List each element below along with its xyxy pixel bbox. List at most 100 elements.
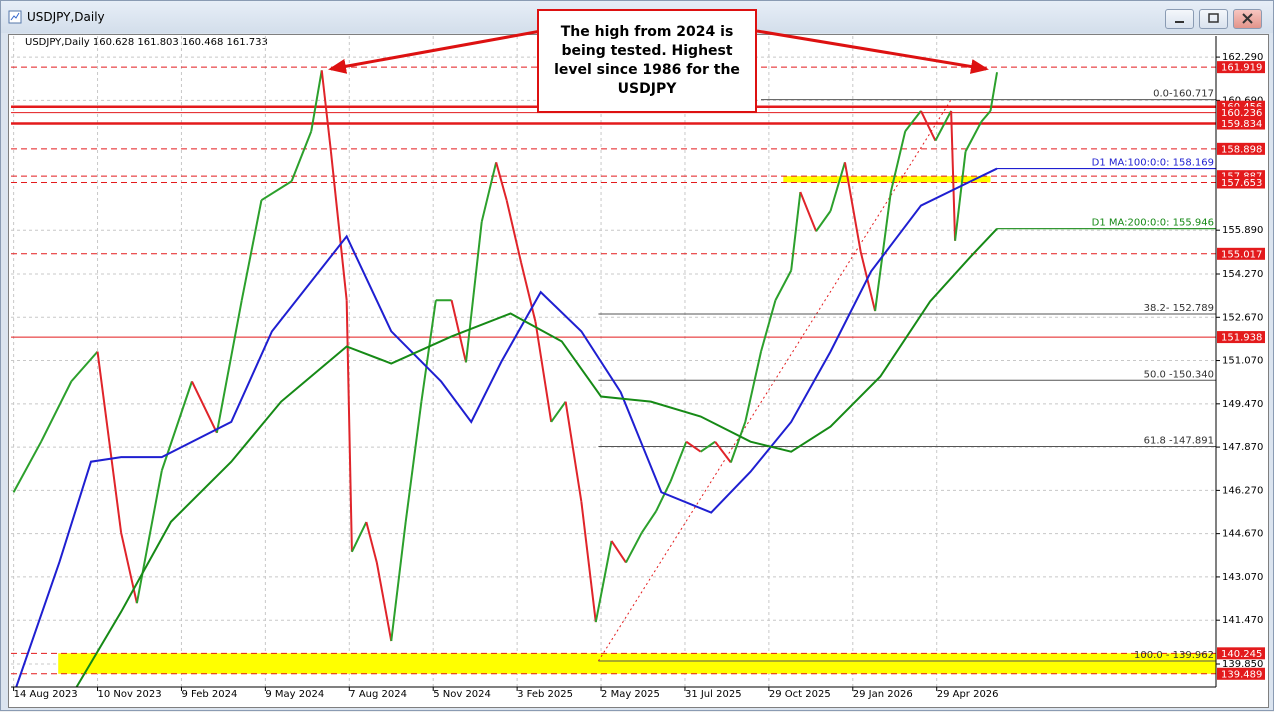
x-tick-label: 29 Jan 2026 xyxy=(853,689,913,700)
level-label: 160.236 xyxy=(1221,108,1262,119)
price-segment xyxy=(520,262,537,323)
price-segment xyxy=(980,110,992,123)
fib-label: 61.8 -147.891 xyxy=(1144,436,1214,447)
price-segment xyxy=(580,501,597,623)
price-segment xyxy=(345,300,353,552)
price-segment xyxy=(191,380,218,434)
price-segment xyxy=(889,130,907,193)
price-segment xyxy=(594,540,613,623)
price-segment xyxy=(729,421,747,463)
level-label-box xyxy=(1217,647,1265,660)
price-segment xyxy=(815,210,832,232)
price-segment xyxy=(760,299,777,352)
level-label: 157.653 xyxy=(1221,178,1262,189)
price-segment xyxy=(829,162,846,212)
y-tick-label: 154.270 xyxy=(1222,269,1263,280)
y-tick-label: 147.870 xyxy=(1222,442,1263,453)
price-segment xyxy=(700,440,716,453)
fib-label: 100.0 - 139.962 xyxy=(1134,650,1214,661)
price-segment xyxy=(744,351,762,423)
price-segment xyxy=(160,381,193,471)
price-segment xyxy=(964,121,983,152)
x-tick-label: 3 Feb 2025 xyxy=(517,689,573,700)
y-tick-label: 151.070 xyxy=(1222,356,1263,367)
price-segment xyxy=(950,110,957,241)
price-segment xyxy=(714,441,732,464)
price-segment xyxy=(375,562,393,642)
price-segment xyxy=(550,401,567,423)
price-segment xyxy=(351,521,368,553)
chart-area xyxy=(8,34,1269,708)
price-segment xyxy=(874,191,892,312)
fib-label: 50.0 -150.340 xyxy=(1144,369,1214,380)
price-segment xyxy=(329,151,348,301)
x-tick-label: 9 Feb 2024 xyxy=(181,689,237,700)
x-tick-label: 31 Jul 2025 xyxy=(685,689,742,700)
price-segment xyxy=(640,510,657,534)
price-segment xyxy=(495,162,508,201)
price-segment xyxy=(420,300,437,402)
price-segment xyxy=(70,350,99,383)
x-tick-label: 29 Apr 2026 xyxy=(937,689,999,700)
price-segment xyxy=(120,532,138,604)
price-segment xyxy=(505,199,523,263)
price-segment xyxy=(799,191,818,232)
fib-label: 0.0-160.717 xyxy=(1153,89,1214,100)
x-tick-label: 29 Oct 2025 xyxy=(769,689,831,700)
level-label-box xyxy=(1217,176,1265,189)
price-segment xyxy=(260,180,293,202)
subtitle: USDJPY,Daily 160.628 161.803 160.468 161… xyxy=(25,37,268,48)
price-segment xyxy=(790,191,802,271)
price-segment xyxy=(215,300,243,433)
price-segment xyxy=(989,72,999,112)
fib-label: 38.2- 152.789 xyxy=(1144,303,1214,314)
price-segment xyxy=(404,401,423,523)
x-tick-label: 10 Nov 2023 xyxy=(98,689,162,700)
level-label-box xyxy=(1217,61,1265,74)
price-segment xyxy=(920,110,937,142)
x-tick-label: 9 May 2024 xyxy=(265,689,324,700)
level-label-box xyxy=(1217,247,1265,260)
price-segment xyxy=(480,162,498,223)
price-segment xyxy=(669,441,688,482)
level-label: 139.489 xyxy=(1221,669,1262,680)
price-segment xyxy=(96,351,123,533)
level-label: 158.898 xyxy=(1221,144,1262,155)
y-tick-label: 144.670 xyxy=(1222,529,1263,540)
price-segment xyxy=(310,70,323,132)
price-segment xyxy=(934,110,953,142)
y-tick-label: 162.290 xyxy=(1222,52,1263,63)
y-tick-label: 149.470 xyxy=(1222,399,1263,410)
ma-line xyxy=(15,167,998,688)
price-segment xyxy=(12,441,43,493)
price-segment xyxy=(534,321,553,423)
price-segment xyxy=(290,130,313,182)
price-segment xyxy=(904,110,922,132)
price-segment xyxy=(843,162,862,252)
x-tick-label: 2 May 2025 xyxy=(601,689,660,700)
level-label: 161.919 xyxy=(1221,63,1262,74)
window-icon xyxy=(8,10,22,24)
minimize-button[interactable] xyxy=(1165,9,1194,29)
legend-entry: D1 MA:100:0:0: 158.169 xyxy=(1092,158,1214,169)
annotation: The high from 2024 is being tested. High… xyxy=(537,9,757,113)
legend-entry: D1 MA:200:0:0: 155.946 xyxy=(1092,218,1214,229)
price-segment xyxy=(40,380,73,443)
window-title: USDJPY,Daily xyxy=(27,10,105,24)
y-tick-label: 155.890 xyxy=(1222,225,1263,236)
price-segment xyxy=(240,199,263,301)
y-tick-label: 152.670 xyxy=(1222,312,1263,323)
y-tick-label: 143.070 xyxy=(1222,572,1263,583)
price-segment xyxy=(859,251,877,312)
price-segment xyxy=(365,521,378,563)
price-segment xyxy=(954,151,967,241)
y-tick-label: 141.470 xyxy=(1222,615,1263,626)
level-label-box xyxy=(1217,117,1265,130)
price-segment xyxy=(450,300,467,363)
ma-line xyxy=(75,227,998,688)
maximize-button[interactable] xyxy=(1199,9,1228,29)
level-label: 140.245 xyxy=(1221,649,1262,660)
close-button[interactable] xyxy=(1233,9,1262,29)
